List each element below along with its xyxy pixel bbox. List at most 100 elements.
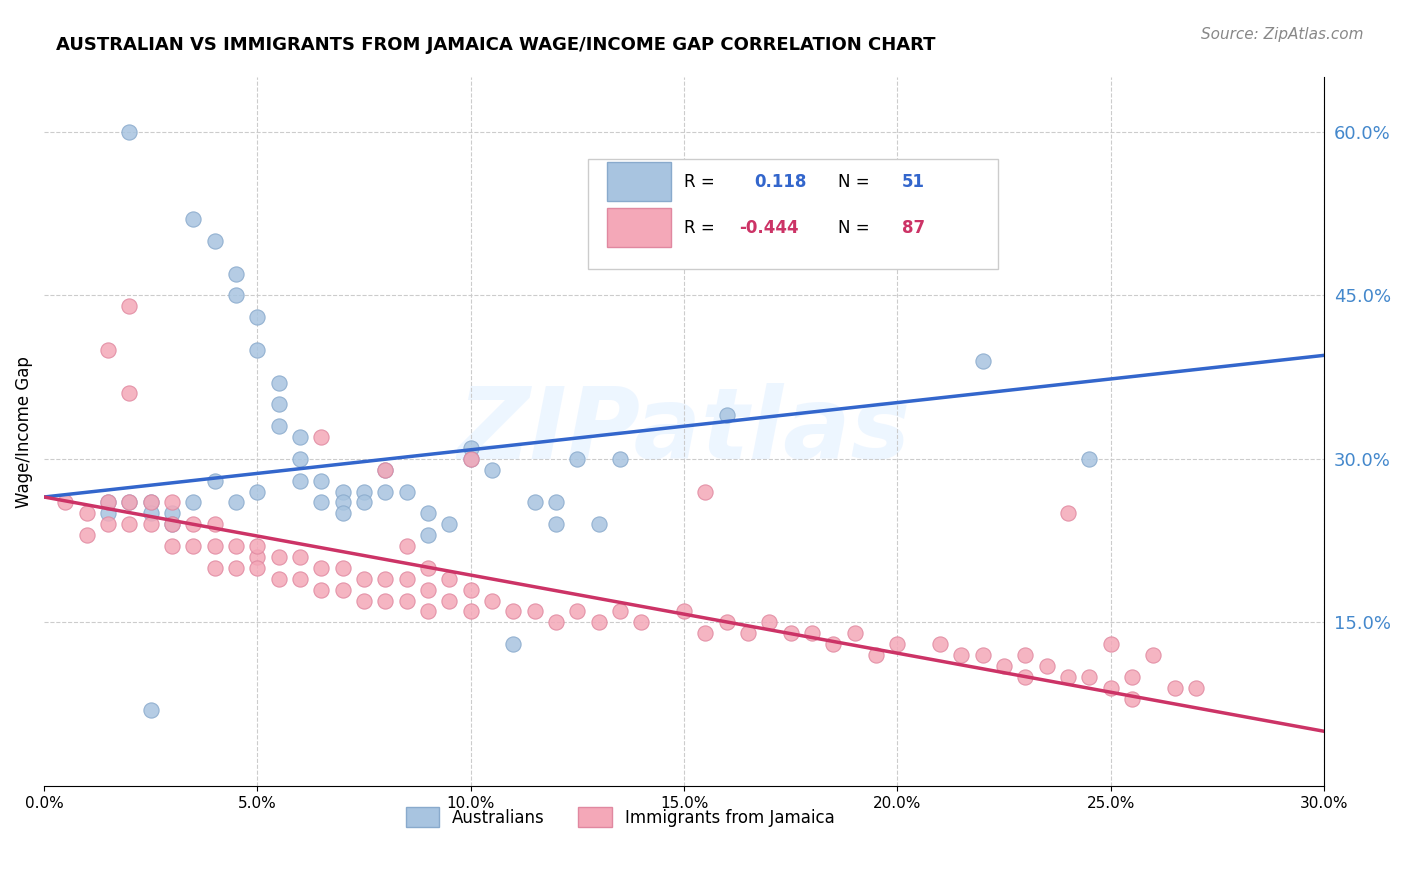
Point <box>481 463 503 477</box>
Point <box>246 343 269 357</box>
Point <box>695 484 717 499</box>
Point <box>1142 648 1164 662</box>
Point <box>311 582 333 597</box>
Legend: Australians, Immigrants from Jamaica: Australians, Immigrants from Jamaica <box>399 800 841 834</box>
Text: R =: R = <box>685 219 714 237</box>
Point <box>139 495 162 509</box>
Point <box>160 495 183 509</box>
Point <box>439 593 461 607</box>
Point <box>246 484 269 499</box>
Point <box>929 637 952 651</box>
Point <box>609 451 631 466</box>
Point <box>395 572 418 586</box>
Point <box>439 572 461 586</box>
Text: Source: ZipAtlas.com: Source: ZipAtlas.com <box>1201 27 1364 42</box>
Point <box>416 561 439 575</box>
Point <box>204 474 226 488</box>
Point <box>779 626 801 640</box>
Point <box>737 626 759 640</box>
Text: -0.444: -0.444 <box>740 219 799 237</box>
Point <box>204 517 226 532</box>
Point <box>55 495 77 509</box>
Point <box>160 539 183 553</box>
Point <box>1057 506 1080 520</box>
Point <box>439 517 461 532</box>
Point <box>416 604 439 618</box>
Point <box>1078 670 1101 684</box>
Point <box>97 506 120 520</box>
Point <box>1121 670 1143 684</box>
Point <box>183 495 205 509</box>
Point <box>374 484 396 499</box>
Point <box>332 484 354 499</box>
Text: 87: 87 <box>901 219 925 237</box>
Point <box>588 615 610 630</box>
Point <box>1036 659 1059 673</box>
Point <box>139 506 162 520</box>
FancyBboxPatch shape <box>607 209 671 247</box>
Point <box>395 593 418 607</box>
Point <box>97 495 120 509</box>
Point <box>588 517 610 532</box>
Point <box>1099 681 1122 695</box>
Point <box>695 626 717 640</box>
Point <box>76 528 98 542</box>
Point <box>118 495 141 509</box>
Text: N =: N = <box>838 219 869 237</box>
Point <box>758 615 780 630</box>
Point <box>801 626 824 640</box>
Point <box>460 451 482 466</box>
Point <box>972 353 994 368</box>
Point <box>332 561 354 575</box>
Point <box>204 539 226 553</box>
Point <box>267 419 290 434</box>
Point <box>118 125 141 139</box>
Point <box>332 582 354 597</box>
Point <box>567 451 589 466</box>
Point <box>139 702 162 716</box>
Y-axis label: Wage/Income Gap: Wage/Income Gap <box>15 356 32 508</box>
Point <box>673 604 696 618</box>
Point <box>716 409 738 423</box>
Point <box>567 604 589 618</box>
Point <box>118 517 141 532</box>
Point <box>246 539 269 553</box>
Point <box>416 506 439 520</box>
Point <box>1121 691 1143 706</box>
Text: AUSTRALIAN VS IMMIGRANTS FROM JAMAICA WAGE/INCOME GAP CORRELATION CHART: AUSTRALIAN VS IMMIGRANTS FROM JAMAICA WA… <box>56 36 936 54</box>
Point <box>630 615 652 630</box>
Point <box>523 495 546 509</box>
Point <box>204 234 226 248</box>
Point <box>139 517 162 532</box>
Point <box>311 561 333 575</box>
Point <box>416 582 439 597</box>
Text: 0.118: 0.118 <box>755 173 807 191</box>
Point <box>267 397 290 411</box>
Point <box>609 604 631 618</box>
Point <box>76 506 98 520</box>
Point <box>950 648 973 662</box>
Point <box>374 572 396 586</box>
Point <box>288 430 311 444</box>
Point <box>395 484 418 499</box>
Point <box>311 495 333 509</box>
Point <box>1185 681 1208 695</box>
Text: N =: N = <box>838 173 869 191</box>
Point <box>374 463 396 477</box>
Point <box>502 604 524 618</box>
Point <box>716 615 738 630</box>
Point <box>246 561 269 575</box>
Point <box>267 572 290 586</box>
Point <box>1164 681 1187 695</box>
Point <box>183 539 205 553</box>
Point <box>865 648 887 662</box>
Point <box>395 539 418 553</box>
Point <box>416 528 439 542</box>
Point <box>267 549 290 564</box>
Point <box>332 495 354 509</box>
Point <box>502 637 524 651</box>
Point <box>374 593 396 607</box>
Point <box>118 495 141 509</box>
Point <box>1014 648 1036 662</box>
Point <box>353 484 375 499</box>
